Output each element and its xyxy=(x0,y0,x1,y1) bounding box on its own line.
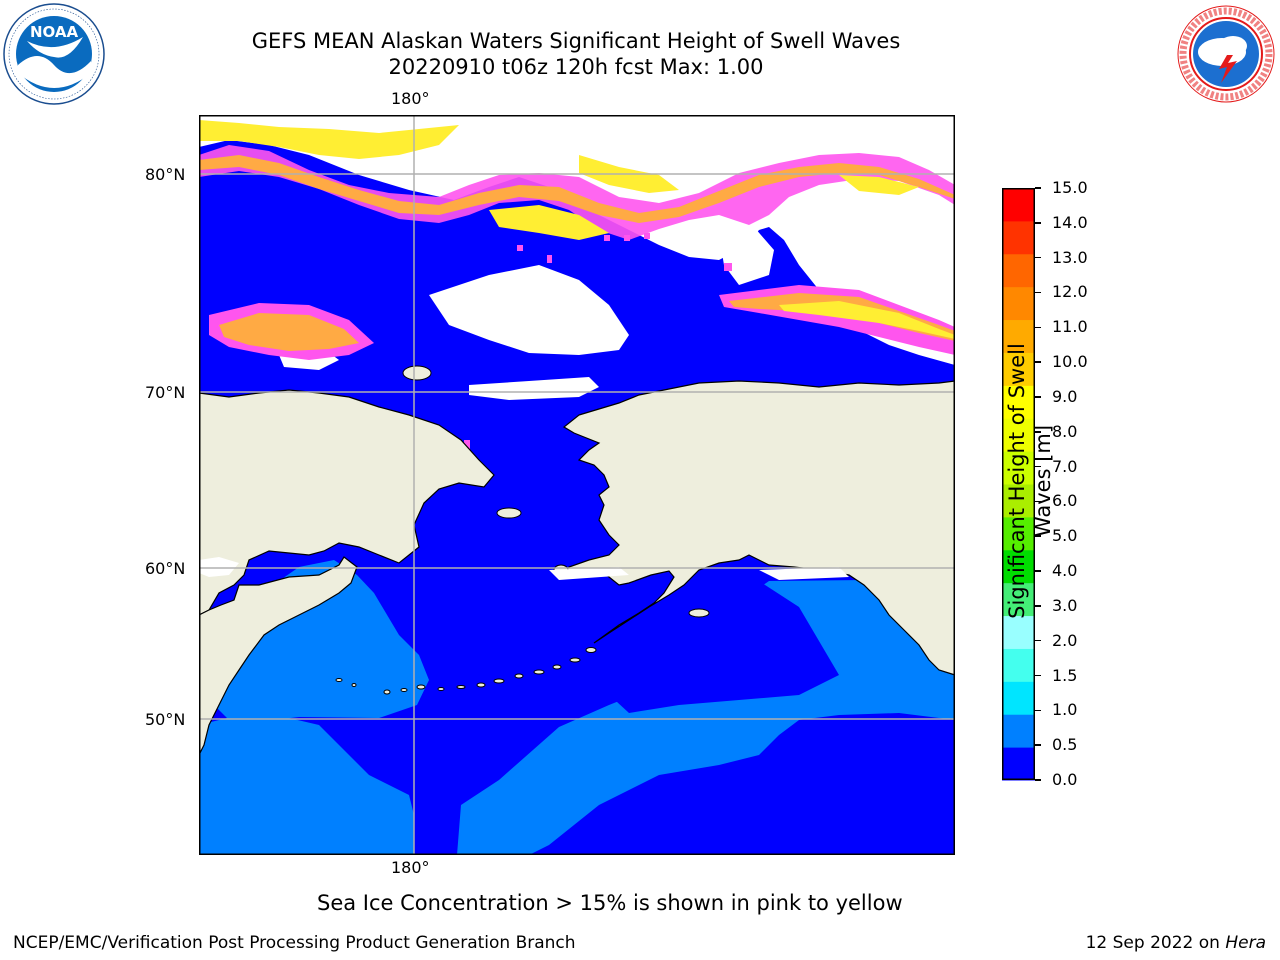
colorbar-segment xyxy=(1002,484,1035,518)
noaa-logo: NOAA xyxy=(3,3,105,105)
colorbar-segment xyxy=(1002,253,1035,288)
colorbar-tick-mark xyxy=(1035,639,1041,642)
colorbar-segment xyxy=(1002,418,1035,452)
map-panel xyxy=(199,115,955,855)
colorbar-segment xyxy=(1002,286,1035,321)
sea-ice-orange xyxy=(199,155,954,223)
lat-label-70: 70°N xyxy=(145,383,186,402)
colorbar xyxy=(1002,188,1035,781)
footer-left: NCEP/EMC/Verification Post Processing Pr… xyxy=(13,933,576,953)
colorbar-segment xyxy=(1002,385,1035,419)
colorbar-tick-mark xyxy=(1035,291,1041,294)
colorbar-tick-mark xyxy=(1035,570,1041,572)
map-frame xyxy=(199,115,955,855)
st-lawrence-island xyxy=(496,507,522,519)
lon-label-top: 180° xyxy=(391,89,430,108)
colorbar-tick-label: 1.5 xyxy=(1052,665,1078,685)
colorbar-title: Significant Height of Swell Waves [m] xyxy=(1005,343,1055,619)
colorbar-tick-label: 10.0 xyxy=(1052,352,1088,372)
lat-label-50: 50°N xyxy=(145,710,186,729)
colorbar-tick-label: 15.0 xyxy=(1052,178,1088,197)
sea-ice-yellow xyxy=(199,120,459,159)
land-kamchatka xyxy=(199,556,358,756)
colorbar-tick-label: 3.0 xyxy=(1052,595,1078,615)
colorbar-segment xyxy=(1002,319,1035,353)
colorbar-tick-mark xyxy=(1035,465,1041,468)
colorbar-segment xyxy=(1002,451,1035,485)
colorbar-tick-label: 0.5 xyxy=(1052,735,1078,755)
lat-label-60: 60°N xyxy=(145,559,186,578)
colorbar-tick-mark xyxy=(1035,431,1041,433)
colorbar-tick-label: 2.0 xyxy=(1052,630,1078,650)
colorbar-tick-label: 1.0 xyxy=(1052,700,1078,720)
colorbar-segment xyxy=(1002,516,1035,551)
colorbar-tick-label: 13.0 xyxy=(1052,247,1088,267)
colorbar-tick-label: 6.0 xyxy=(1052,491,1078,511)
wrangel-island xyxy=(402,365,432,381)
noaa-logo-text: NOAA xyxy=(30,23,79,41)
footer-date: 12 Sep 2022 on xyxy=(1085,933,1226,953)
colorbar-tick-mark xyxy=(1035,744,1041,746)
colorbar-tick-label: 5.0 xyxy=(1052,526,1078,546)
footer-right: 12 Sep 2022 on Hera xyxy=(1086,933,1266,953)
colorbar-tick-mark xyxy=(1035,222,1041,224)
colorbar-segment xyxy=(1002,188,1035,222)
colorbar-tick-mark xyxy=(1035,256,1041,259)
colorbar-segment xyxy=(1002,615,1035,649)
kodiak-island xyxy=(688,608,710,618)
colorbar-tick-mark xyxy=(1035,187,1041,189)
chart-title-line1: GEFS MEAN Alaskan Waters Significant Hei… xyxy=(251,29,901,53)
sea-ice-pink xyxy=(199,145,954,240)
colorbar-tick-label: 0.0 xyxy=(1052,770,1078,789)
colorbar-tick-label: 8.0 xyxy=(1052,421,1078,441)
aleutian-islands xyxy=(335,647,597,695)
footer-host: Hera xyxy=(1225,933,1266,953)
lon-label-bottom: 180° xyxy=(391,858,430,877)
colorbar-tick-mark xyxy=(1035,535,1041,537)
colorbar-tick-mark xyxy=(1035,326,1041,329)
colorbar-tick-label: 4.0 xyxy=(1052,561,1078,581)
colorbar-tick-mark xyxy=(1035,779,1041,781)
colorbar-segment xyxy=(1002,220,1035,255)
colorbar-segment xyxy=(1002,681,1035,715)
colorbar-tick-label: 9.0 xyxy=(1052,386,1078,406)
chart-title-line2: 20220910 t06z 120h fcst Max: 1.00 xyxy=(388,55,764,79)
colorbar-segment xyxy=(1002,549,1035,584)
colorbar-tick-mark xyxy=(1035,500,1041,503)
colorbar-tick-label: 14.0 xyxy=(1052,212,1088,232)
nws-logo xyxy=(1176,4,1276,104)
colorbar-segment xyxy=(1002,582,1035,617)
sea-ice-footnote: Sea Ice Concentration > 15% is shown in … xyxy=(317,891,903,915)
colorbar-tick-label: 12.0 xyxy=(1052,282,1088,302)
lat-label-80: 80°N xyxy=(145,165,186,184)
colorbar-tick-mark xyxy=(1035,396,1041,398)
colorbar-tick-label: 7.0 xyxy=(1052,456,1078,476)
colorbar-tick-mark xyxy=(1035,674,1041,677)
colorbar-tick-mark xyxy=(1035,605,1041,607)
colorbar-segment xyxy=(1002,714,1035,748)
colorbar-segment xyxy=(1002,747,1035,781)
colorbar-segment xyxy=(1002,648,1035,682)
colorbar-tick-mark xyxy=(1035,361,1041,363)
land-alaska xyxy=(558,380,954,676)
graticule xyxy=(199,115,954,854)
colorbar-tick-mark xyxy=(1035,709,1041,712)
colorbar-segment xyxy=(1002,352,1035,386)
colorbar-tick-label: 11.0 xyxy=(1052,317,1088,337)
